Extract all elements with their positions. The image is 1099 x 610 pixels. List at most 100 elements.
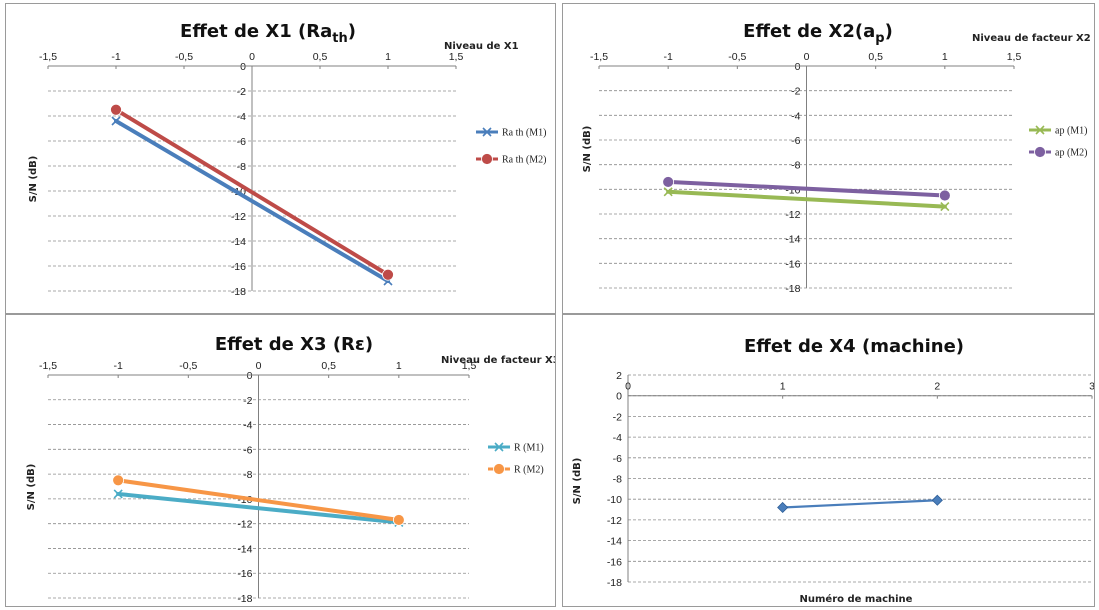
x-tick-label: 0,5 [868, 51, 883, 63]
data-point [111, 104, 122, 115]
chart-title-main: Effet de X2(a [743, 21, 875, 42]
series-line [783, 500, 938, 507]
chart-title: Effet de X2(ap) [743, 21, 893, 46]
legend-label: ap (M2) [1055, 148, 1088, 159]
x-tick-label: 1 [942, 51, 948, 63]
x-axis-title: Niveau de X1 [444, 41, 519, 52]
chart-title-main: Effet de X3 (Rε) [215, 334, 373, 355]
x-tick-label: -1 [113, 360, 122, 372]
y-tick-label: -6 [243, 444, 252, 456]
y-tick-label: -2 [613, 411, 622, 423]
chart-x4: Effet de X4 (machine)20-2-4-6-8-10-12-14… [563, 315, 1095, 607]
y-axis-title: S/N (dB) [26, 464, 37, 511]
y-tick-label: -18 [231, 286, 246, 298]
legend-entry: ap (M1) [1029, 126, 1088, 137]
data-point [778, 502, 788, 512]
y-tick-label: 0 [795, 61, 801, 73]
y-tick-label: -14 [785, 234, 800, 246]
x-tick-label: -1,5 [39, 360, 57, 372]
legend-label: R (M2) [514, 465, 544, 476]
data-point [393, 514, 404, 525]
y-tick-label: -16 [231, 261, 246, 273]
x-axis-title: Niveau de facteur X2 [972, 33, 1091, 44]
x-tick-label: -0,5 [175, 51, 193, 63]
x-tick-label: 0,5 [313, 51, 328, 63]
y-tick-label: -16 [785, 258, 800, 270]
y-tick-label: -12 [237, 519, 252, 531]
y-tick-label: -8 [613, 474, 622, 486]
chart-panel-x1: Effet de X1 (Rath) 0 -2 -4 -6 -8 -1 0 -12 -14 -16 -… [5, 3, 556, 314]
y-tick-label: -6 [791, 135, 800, 147]
data-point [939, 190, 950, 201]
y-tick-label: -14 [237, 543, 252, 555]
x-tick-label: -0,5 [179, 360, 197, 372]
y-tick-label: -18 [237, 593, 252, 605]
data-point [494, 464, 505, 475]
chart-title-subscript: th [332, 31, 347, 46]
x-tick-label: -1 [663, 51, 672, 63]
chart-title: Effet de X1 (Rath) [180, 21, 356, 46]
chart-title-main: Effet de X1 (Ra [180, 21, 332, 42]
y-tick-label: 2 [616, 370, 622, 382]
y-tick-label: -14 [231, 236, 246, 248]
y-tick-label: -12 [607, 515, 622, 527]
chart-panel-x2: Effet de X2(ap) 0 -2 -4 -6 -8 -1 0 -12 -14 -16 -18 -… [562, 3, 1095, 314]
y-tick-label: -8 [243, 469, 252, 481]
data-point [383, 269, 394, 280]
y-tick-label: 0 [616, 391, 622, 403]
y-tick-label: -16 [237, 568, 252, 580]
y-tick-label: 0 [247, 370, 253, 382]
x-axis-title: Numéro de machine [800, 593, 913, 605]
legend-entry: Ra th (M1) [476, 128, 546, 139]
y-tick-label: -4 [243, 420, 252, 432]
x-tick-label: 0 [804, 51, 810, 63]
y-tick-label: -10 [607, 494, 622, 506]
x-tick-label: 0 [249, 51, 255, 63]
y-tick-label: -2 [243, 395, 252, 407]
data-point [663, 176, 674, 187]
chart-panel-x3: Effet de X3 (Rε) 0 -2 -4 -6 -8 -1 0 -12 -14 -16 -18… [5, 314, 556, 607]
x-tick-label: 0 [256, 360, 262, 372]
y-tick-label: -2 [791, 86, 800, 98]
chart-title: Effet de X3 (Rε) [215, 334, 373, 355]
x-tick-label: -0,5 [728, 51, 746, 63]
chart-title-main: Effet de X4 (machine) [744, 336, 964, 357]
legend-entry: ap (M2) [1029, 147, 1088, 159]
x-tick-label: -1,5 [590, 51, 608, 63]
legend-label: Ra th (M1) [502, 128, 546, 139]
x-axis-title: Niveau de facteur X3 [441, 355, 556, 366]
x-tick-label: 0 [625, 381, 631, 393]
chart-x3: Effet de X3 (Rε) 0 -2 -4 -6 -8 -1 0 -12 -14 -16 -18… [6, 315, 556, 607]
y-axis-title: S/N (dB) [582, 126, 593, 173]
series-1 [778, 495, 943, 512]
y-tick-label: -12 [231, 211, 246, 223]
chart-title-subscript: p [875, 31, 884, 46]
chart-title-end: ) [885, 21, 893, 42]
x-tick-label: -1,5 [39, 51, 57, 63]
legend-entry: R (M2) [488, 464, 544, 476]
legend-entry: Ra th (M2) [476, 154, 546, 166]
data-point [113, 475, 124, 486]
legend-label: Ra th (M2) [502, 155, 546, 166]
data-point [932, 495, 942, 505]
chart-title-end: ) [348, 21, 356, 42]
y-tick-label: -12 [785, 209, 800, 221]
legend-label: R (M1) [514, 443, 544, 454]
chart-title: Effet de X4 (machine) [744, 336, 964, 357]
y-tick-label: -4 [237, 111, 246, 123]
x-tick-label: 1,5 [449, 51, 464, 63]
y-tick-label: -18 [785, 283, 800, 295]
y-tick-label: -8 [791, 160, 800, 172]
y-tick-label: -14 [607, 536, 622, 548]
y-tick-label: -4 [613, 432, 622, 444]
y-tick-label: 0 [240, 61, 246, 73]
y-tick-label: -2 [237, 86, 246, 98]
chart-x2: Effet de X2(ap) 0 -2 -4 -6 -8 -1 0 -12 -14 -16 -18 -… [563, 4, 1095, 314]
y-axis-title: S/N (dB) [28, 156, 39, 203]
y-tick-label: -6 [237, 136, 246, 148]
chart-x1: Effet de X1 (Rath)0-2-4-6-8-10-12-14-16-… [6, 4, 556, 314]
x-tick-label: 1,5 [1007, 51, 1022, 63]
chart-panel-x4: Effet de X4 (machine) 2 0 -2 -4 -6 -8 -10 -12 -14… [562, 314, 1095, 607]
x-tick-label: 1 [396, 360, 402, 372]
y-tick-label: -18 [607, 577, 622, 589]
